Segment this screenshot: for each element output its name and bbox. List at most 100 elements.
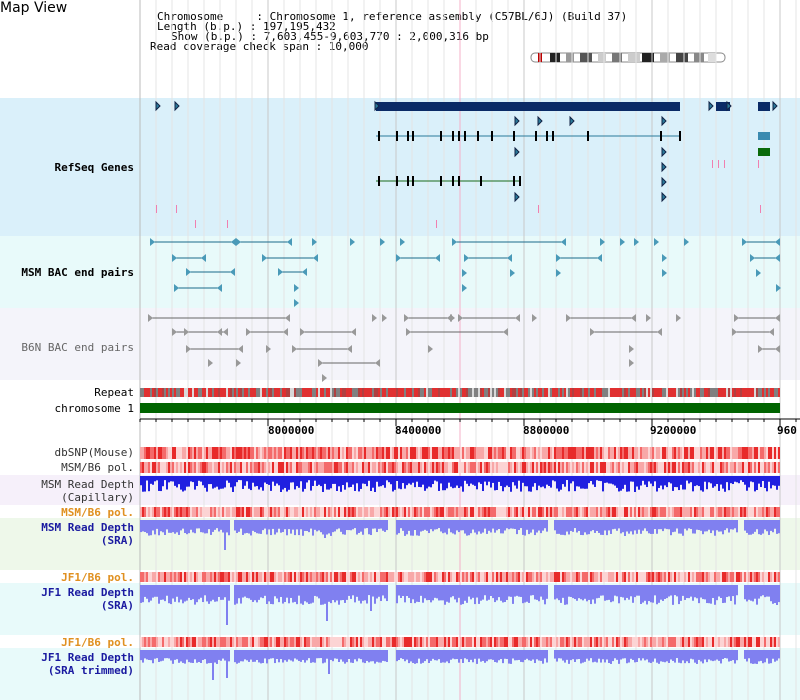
pol-bar	[284, 507, 286, 517]
track-label-repeat: Repeat	[94, 386, 134, 399]
pol-bar	[326, 507, 328, 517]
dbsnp-bar	[294, 447, 296, 459]
depth-bar	[648, 585, 650, 602]
depth-bar	[150, 520, 152, 536]
depth-bar	[670, 650, 672, 660]
pol-bar	[740, 462, 742, 473]
depth-bar	[152, 585, 154, 598]
depth-bar	[344, 476, 346, 490]
depth-bar	[334, 520, 336, 532]
depth-bar	[494, 585, 496, 603]
depth-bar	[596, 585, 598, 599]
pol-bar	[422, 507, 424, 517]
depth-bar	[516, 520, 518, 535]
pol-bar	[256, 572, 258, 582]
pol-bar	[396, 507, 398, 517]
snp-mark	[436, 220, 437, 228]
depth-bar	[328, 476, 330, 490]
pol-bar	[460, 572, 462, 582]
pol-bar	[496, 462, 498, 473]
depth-bar	[244, 520, 246, 534]
depth-bar	[728, 650, 730, 662]
depth-bar	[618, 520, 620, 529]
depth-bar	[242, 650, 244, 662]
repeat-bar	[356, 388, 358, 397]
pol-bar	[362, 637, 364, 647]
dbsnp-bar	[266, 447, 268, 459]
depth-bar	[196, 520, 198, 529]
dbsnp-bar	[344, 447, 346, 459]
dbsnp-bar	[318, 447, 320, 459]
depth-bar	[210, 650, 212, 663]
pol-bar	[422, 637, 424, 647]
pol-bar	[202, 462, 204, 473]
exon	[535, 131, 537, 141]
pol-bar	[224, 507, 226, 517]
depth-bar	[284, 476, 286, 488]
depth-bar	[618, 476, 620, 492]
depth-bar	[678, 585, 680, 605]
dbsnp-bar	[370, 447, 372, 459]
depth-bar	[608, 650, 610, 664]
pol-bar	[656, 507, 658, 517]
depth-bar	[776, 476, 778, 490]
pol-bar	[414, 507, 416, 517]
depth-bar	[206, 476, 208, 492]
dbsnp-bar	[658, 447, 660, 459]
depth-bar	[664, 476, 666, 486]
depth-bar	[160, 476, 162, 492]
depth-bar	[712, 585, 714, 598]
bac-end	[462, 284, 467, 292]
pol-bar	[610, 507, 612, 517]
pol-bar	[264, 637, 266, 647]
bac-end	[266, 345, 271, 353]
depth-bar	[434, 520, 436, 530]
depth-bar	[340, 650, 342, 660]
depth-bar	[750, 585, 752, 601]
depth-bar	[766, 520, 768, 532]
depth-bar	[656, 520, 658, 534]
pol-bar	[174, 462, 176, 473]
depth-bar	[490, 585, 492, 597]
pol-bar	[442, 637, 444, 647]
repeat-bar	[460, 388, 462, 397]
pol-bar	[336, 507, 338, 517]
pol-bar	[224, 462, 226, 473]
repeat-bar	[594, 388, 596, 397]
depth-bar	[292, 520, 294, 530]
depth-bar	[562, 585, 564, 598]
depth-bar	[720, 520, 722, 532]
depth-bar	[432, 585, 434, 601]
pol-bar	[580, 462, 582, 473]
pol-bar	[260, 572, 262, 582]
pol-bar	[192, 572, 194, 582]
track-label-msm-depth-capillary: MSM Read Depth (Capillary)	[41, 478, 134, 504]
pol-bar	[244, 462, 246, 473]
pol-bar	[362, 507, 364, 517]
pol-bar	[722, 572, 724, 582]
depth-bar	[478, 650, 480, 659]
pol-bar	[592, 637, 594, 647]
pol-bar	[718, 572, 720, 582]
depth-bar	[556, 520, 558, 534]
depth-bar	[464, 650, 466, 659]
dbsnp-bar	[232, 447, 234, 459]
depth-bar	[778, 520, 780, 534]
dbsnp-bar	[168, 447, 170, 459]
repeat-bar	[752, 388, 754, 397]
pol-bar	[492, 507, 494, 517]
depth-bar	[348, 476, 350, 488]
pol-bar	[256, 637, 258, 647]
pol-bar	[204, 572, 206, 582]
depth-bar	[546, 520, 548, 532]
depth-bar	[602, 650, 604, 660]
show-range-info: Show (b.p.) : 7,603,455-9,603,770 : 2,00…	[171, 30, 489, 43]
repeat-bar	[410, 388, 412, 397]
pol-bar	[170, 507, 172, 517]
pol-bar	[712, 507, 714, 517]
dbsnp-bar	[322, 447, 324, 459]
depth-bar	[294, 520, 296, 536]
pol-bar	[352, 462, 354, 473]
pol-bar	[370, 572, 372, 582]
